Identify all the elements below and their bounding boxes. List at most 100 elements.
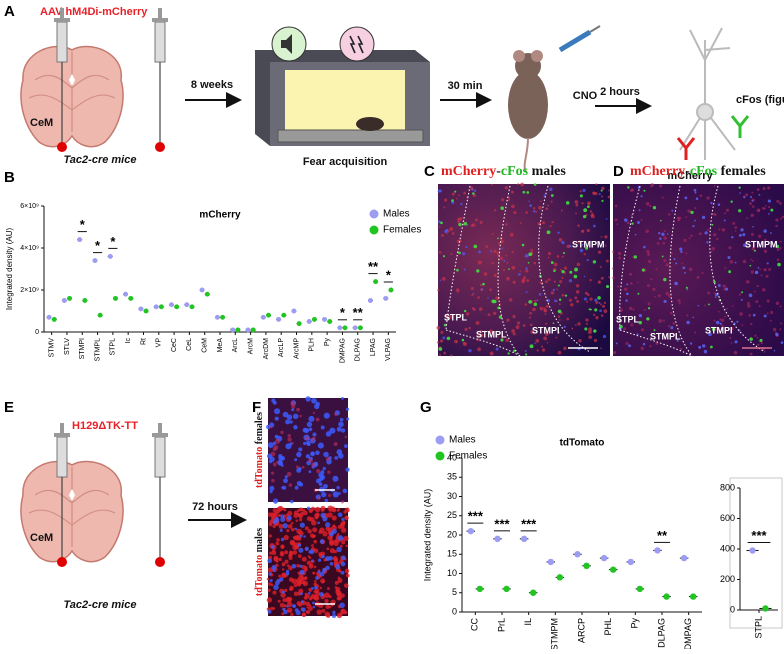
cell (266, 597, 273, 603)
cell (582, 188, 586, 193)
cell (637, 292, 640, 295)
mean-dot (306, 319, 312, 324)
cell (557, 350, 562, 355)
cell (291, 563, 297, 569)
x-tick-label: CeM (202, 338, 209, 353)
cell (288, 577, 294, 582)
cell (632, 308, 635, 311)
cell (532, 307, 536, 312)
mean-dot (143, 308, 149, 314)
mean-dot (476, 585, 484, 593)
cell (489, 329, 493, 334)
mean-dot (337, 325, 343, 331)
mean-dot (61, 298, 67, 303)
cell (552, 322, 555, 325)
mouse (508, 25, 601, 173)
cell (298, 447, 303, 452)
drug-label: CNO (573, 90, 598, 102)
cell (663, 277, 667, 282)
cell (652, 287, 656, 291)
cell (340, 561, 346, 567)
cell (764, 238, 767, 242)
cell (440, 330, 444, 334)
cell (636, 281, 639, 284)
mean-dot (276, 316, 282, 322)
cell (532, 210, 536, 213)
cell (711, 223, 714, 226)
cell (524, 353, 528, 356)
sex-label: males (254, 528, 265, 553)
y-axis-label: Integrated density (AU) (422, 489, 432, 582)
cell (594, 308, 598, 312)
cell (282, 598, 287, 603)
x-tick-label: STLV (64, 338, 71, 355)
cell (730, 200, 733, 203)
x-tick-label: STMPL (94, 338, 101, 361)
cell (280, 517, 286, 523)
mean-dot (158, 304, 164, 310)
cell (474, 218, 478, 222)
cell (762, 187, 766, 191)
cell (723, 288, 726, 291)
cell (556, 288, 558, 291)
step-label: 2 hours (600, 86, 640, 98)
mean-dot (82, 298, 88, 303)
cell (344, 444, 348, 448)
cell (541, 345, 544, 348)
cell (513, 349, 516, 353)
cell (641, 268, 645, 272)
cell (536, 299, 539, 302)
cell (615, 342, 618, 345)
cell (579, 248, 584, 253)
cell (343, 583, 349, 588)
cell (577, 240, 581, 244)
cell (636, 333, 639, 336)
cell (269, 456, 275, 462)
cell (297, 513, 302, 518)
cell (338, 421, 344, 428)
cell (640, 328, 645, 332)
title-part: mCherry (441, 164, 496, 179)
cell (316, 469, 321, 474)
cell (576, 262, 581, 267)
mean-dot (128, 295, 134, 301)
cell (314, 579, 317, 583)
cell (623, 327, 627, 331)
x-tick-label: CC (470, 618, 480, 631)
cell (629, 188, 634, 192)
cell (626, 221, 630, 225)
cell (554, 299, 557, 303)
cell (738, 233, 742, 237)
cell (282, 507, 285, 511)
cell (643, 309, 646, 311)
cell (723, 212, 727, 215)
cell (441, 276, 446, 281)
cell (748, 293, 753, 298)
cell (595, 300, 599, 304)
mean-dot (174, 304, 180, 310)
cell (738, 209, 742, 213)
cell (295, 465, 299, 469)
cell (324, 592, 330, 598)
cell (490, 250, 493, 253)
cell (331, 515, 337, 521)
cell (317, 442, 324, 449)
cell (525, 211, 528, 214)
injection-site (155, 142, 165, 152)
cell (772, 327, 777, 332)
cell (734, 340, 738, 344)
cell (518, 273, 521, 276)
mean-dot (311, 316, 317, 322)
cell (681, 262, 684, 265)
cell (311, 520, 317, 526)
cell (585, 246, 589, 250)
cell (715, 327, 719, 331)
x-tick-label: ArcM (247, 338, 254, 355)
cell (623, 287, 628, 291)
cell (545, 280, 548, 283)
cell (278, 456, 284, 462)
vector-label: AAV hM4Di-mCherry (40, 6, 148, 18)
cell (290, 612, 294, 617)
cell (335, 564, 341, 570)
mean-dot (762, 605, 769, 612)
